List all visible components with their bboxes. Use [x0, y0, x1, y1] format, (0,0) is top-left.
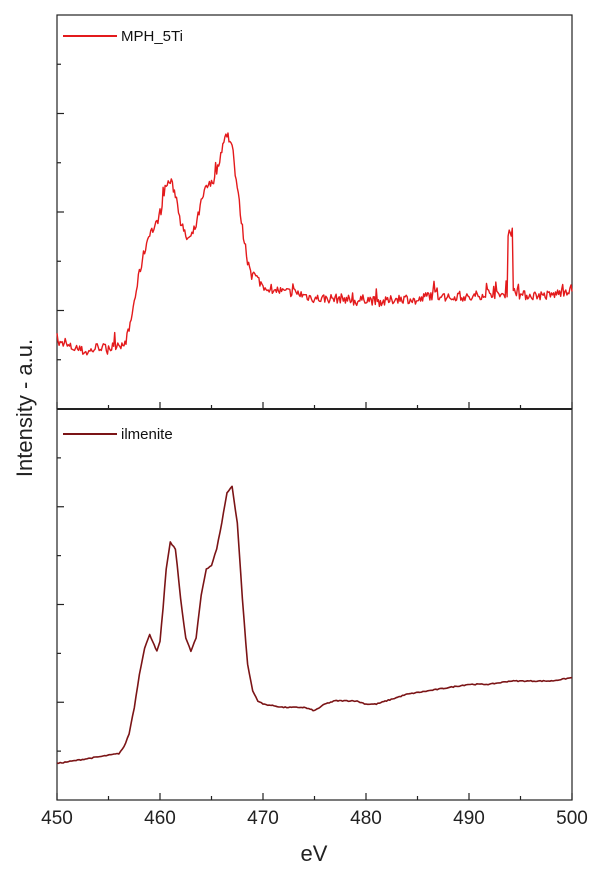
- top-y-ticks: [57, 63, 64, 361]
- x-tick-labels: 450 460 470 480 490 500: [41, 808, 588, 829]
- legend-bottom: ilmenite: [63, 426, 173, 443]
- series-line-ilmenite: [56, 485, 573, 765]
- bottom-x-ticks: [56, 793, 573, 800]
- x-axis-label: eV: [301, 841, 328, 866]
- legend-label-ilmenite: ilmenite: [121, 426, 173, 443]
- series-line-mph-5ti: [56, 132, 573, 356]
- x-tick-label: 480: [350, 808, 382, 829]
- top-x-ticks: [56, 402, 573, 409]
- legend-label-mph-5ti: MPH_5Ti: [121, 28, 183, 45]
- panel-bottom: ilmenite: [56, 426, 573, 800]
- x-tick-label: 490: [453, 808, 485, 829]
- x-tick-label: 470: [247, 808, 279, 829]
- x-tick-label: 460: [144, 808, 176, 829]
- y-axis-label: Intensity - a.u.: [12, 339, 37, 477]
- x-tick-label: 500: [556, 808, 588, 829]
- x-tick-label: 450: [41, 808, 73, 829]
- panel-top: MPH_5Ti: [56, 28, 573, 409]
- legend-top: MPH_5Ti: [63, 28, 183, 45]
- bottom-y-ticks: [57, 457, 64, 752]
